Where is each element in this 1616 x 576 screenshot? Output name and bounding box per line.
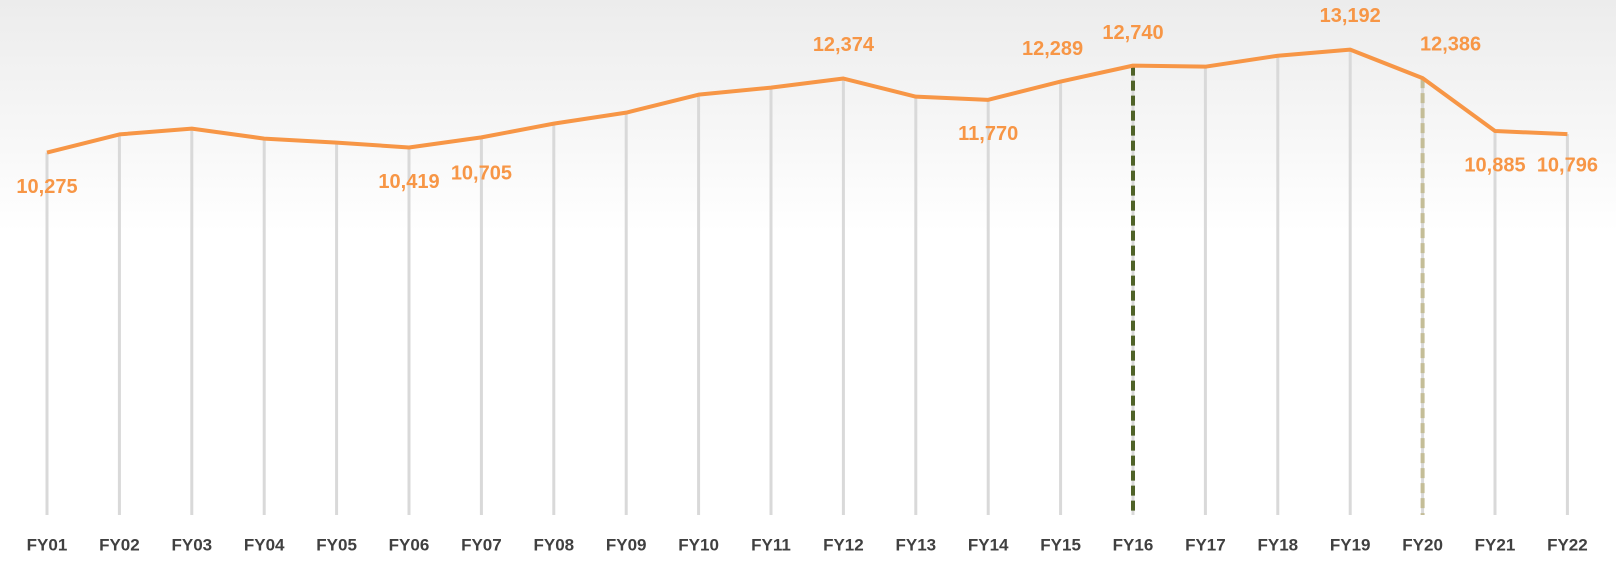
data-label: 10,275 [16,176,77,198]
x-tick-label: FY20 [1402,535,1443,554]
x-tick-label: FY15 [1040,535,1081,554]
data-label: 12,386 [1420,33,1481,55]
data-label: 12,740 [1102,22,1163,44]
data-label: 10,885 [1464,154,1525,176]
x-tick-label: FY08 [533,535,574,554]
data-label: 11,770 [958,123,1018,145]
x-tick-label: FY22 [1547,535,1588,554]
x-tick-label: FY17 [1185,535,1226,554]
x-tick-label: FY18 [1257,535,1298,554]
data-label: 10,796 [1537,154,1598,176]
x-tick-label: FY06 [389,535,430,554]
x-tick-label: FY11 [751,535,791,554]
data-label: 12,289 [1022,38,1083,60]
x-tick-label: FY19 [1330,535,1371,554]
x-tick-label: FY21 [1475,535,1516,554]
data-label: 12,374 [813,34,875,56]
data-label: 13,192 [1320,5,1381,27]
x-tick-label: FY09 [606,535,647,554]
data-label: 10,419 [378,171,439,193]
data-label: 10,705 [451,163,512,185]
x-tick-label: FY01 [27,535,68,554]
x-tick-label: FY14 [968,535,1009,554]
x-tick-label: FY04 [244,535,285,554]
line [46,47,1568,155]
plot-background [0,0,1616,515]
x-tick-label: FY13 [895,535,936,554]
x-tick-label: FY02 [99,535,140,554]
x-tick-label: FY10 [678,535,719,554]
x-tick-label: FY16 [1113,535,1154,554]
x-tick-label: FY12 [823,535,864,554]
x-tick-label: FY05 [316,535,357,554]
x-tick-label: FY03 [171,535,212,554]
x-tick-label: FY07 [461,535,502,554]
